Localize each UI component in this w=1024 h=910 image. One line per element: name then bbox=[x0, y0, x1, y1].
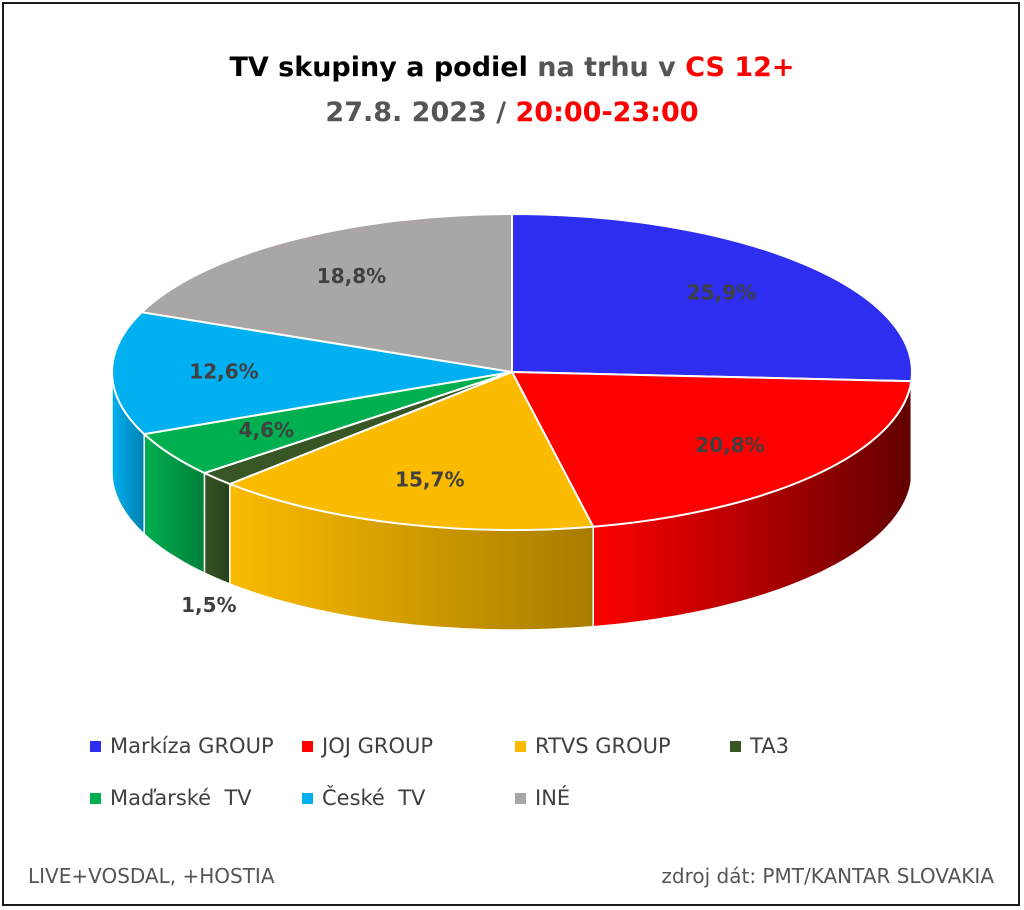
pie-side-ta3 bbox=[203, 471, 231, 586]
title-part-gray: na trhu v bbox=[527, 52, 686, 83]
data-label-ceske-tv: 12,6% bbox=[189, 359, 258, 383]
pie-slice-ceske-tv bbox=[111, 311, 513, 436]
data-label-rtvs-group: 15,7% bbox=[395, 468, 464, 492]
pie-slice-ine bbox=[139, 212, 513, 374]
pie-slice-markiza-group bbox=[511, 212, 913, 383]
footer-source: zdroj dát: PMT/KANTAR SLOVAKIA bbox=[661, 864, 994, 888]
data-label-ta3: 1,5% bbox=[181, 593, 236, 617]
pie-slice-rtvs-group bbox=[227, 370, 595, 531]
pie-slice-joj-group bbox=[510, 370, 913, 528]
title-time: 20:00-23:00 bbox=[515, 97, 699, 128]
title-part-black: TV skupiny a podiel bbox=[229, 52, 528, 83]
data-label-ine: 18,8% bbox=[317, 264, 386, 288]
data-label-markiza-group: 25,9% bbox=[687, 280, 756, 304]
chart-title-line2: 27.8. 2023 / 20:00-23:00 bbox=[0, 97, 1024, 128]
title-part-red: CS 12+ bbox=[685, 52, 795, 83]
data-label-joj-group: 20,8% bbox=[695, 433, 764, 457]
title-date: 27.8. 2023 / bbox=[325, 97, 516, 128]
chart-title-line1: TV skupiny a podiel na trhu v CS 12+ bbox=[0, 52, 1024, 83]
data-label-madarske-tv: 4,6% bbox=[239, 418, 294, 442]
footer-note: LIVE+VOSDAL, +HOSTIA bbox=[28, 864, 275, 888]
